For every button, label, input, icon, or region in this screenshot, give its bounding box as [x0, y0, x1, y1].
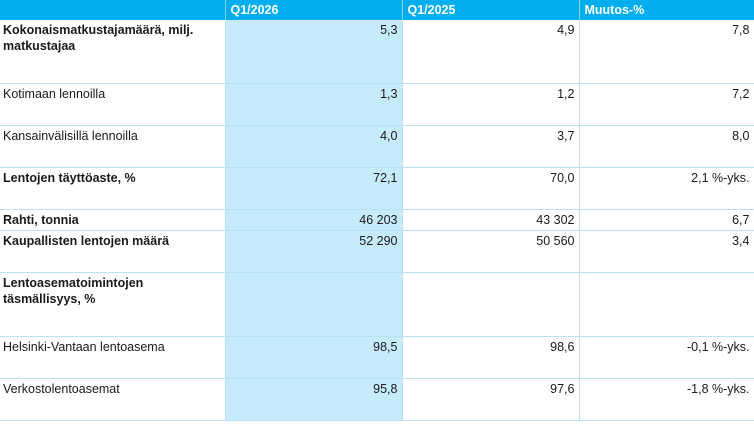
cell-q1-2026: 52 290 — [225, 230, 403, 273]
cell-q1-2026: 46 203 — [225, 209, 403, 231]
table-row: Kansainvälisillä lennoilla 4,0 3,7 8,0 — [0, 125, 754, 168]
table-row: Kaupallisten lentojen määrä 52 290 50 56… — [0, 230, 754, 273]
cell-change: 7,8 — [579, 20, 754, 84]
cell-q1-2026: 4,0 — [225, 125, 403, 168]
table-row: Lentojen täyttöaste, % 72,1 70,0 2,1 %-y… — [0, 167, 754, 210]
cell-q1-2026: 98,5 — [225, 336, 403, 379]
row-label: Lentojen täyttöaste, % — [0, 167, 226, 210]
row-label: Kotimaan lennoilla — [0, 83, 226, 126]
cell-change: 2,1 %-yks. — [579, 167, 754, 210]
cell-change: -0,1 %-yks. — [579, 336, 754, 379]
row-label: Verkostolentoasemat — [0, 378, 226, 421]
cell-change: -1,8 %-yks. — [579, 378, 754, 421]
cell-q1-2026 — [225, 272, 403, 337]
cell-q1-2026: 1,3 — [225, 83, 403, 126]
header-label-column — [0, 0, 226, 20]
cell-change: 3,4 — [579, 230, 754, 273]
row-label: Lentoasematoimintojen täsmällisyys, % — [0, 272, 226, 337]
cell-change: 6,7 — [579, 209, 754, 231]
cell-q1-2026: 95,8 — [225, 378, 403, 421]
row-label: Rahti, tonnia — [0, 209, 226, 231]
header-row: Q1/2026 Q1/2025 Muutos-% — [0, 0, 754, 20]
header-q1-2026: Q1/2026 — [225, 0, 403, 20]
cell-q1-2026: 72,1 — [225, 167, 403, 210]
table-row: Lentoasematoimintojen täsmällisyys, % — [0, 272, 754, 337]
cell-q1-2025 — [402, 272, 580, 337]
cell-q1-2026: 5,3 — [225, 20, 403, 84]
table-row: Helsinki-Vantaan lentoasema 98,5 98,6 -0… — [0, 336, 754, 379]
header-q1-2025: Q1/2025 — [402, 0, 580, 20]
cell-q1-2025: 70,0 — [402, 167, 580, 210]
table-row: Rahti, tonnia 46 203 43 302 6,7 — [0, 209, 754, 231]
cell-change — [579, 272, 754, 337]
row-label: Kaupallisten lentojen määrä — [0, 230, 226, 273]
row-label: Helsinki-Vantaan lentoasema — [0, 336, 226, 379]
cell-q1-2025: 4,9 — [402, 20, 580, 84]
header-change-percent: Muutos-% — [579, 0, 754, 20]
cell-change: 7,2 — [579, 83, 754, 126]
table-row: Kotimaan lennoilla 1,3 1,2 7,2 — [0, 83, 754, 126]
cell-q1-2025: 43 302 — [402, 209, 580, 231]
table-row: Kokonaismatkustajamäärä, milj. matkustaj… — [0, 20, 754, 84]
row-label: Kansainvälisillä lennoilla — [0, 125, 226, 168]
cell-q1-2025: 98,6 — [402, 336, 580, 379]
cell-q1-2025: 97,6 — [402, 378, 580, 421]
cell-q1-2025: 3,7 — [402, 125, 580, 168]
cell-q1-2025: 1,2 — [402, 83, 580, 126]
table-row: Verkostolentoasemat 95,8 97,6 -1,8 %-yks… — [0, 378, 754, 421]
row-label: Kokonaismatkustajamäärä, milj. matkustaj… — [0, 20, 226, 84]
cell-q1-2025: 50 560 — [402, 230, 580, 273]
cell-change: 8,0 — [579, 125, 754, 168]
